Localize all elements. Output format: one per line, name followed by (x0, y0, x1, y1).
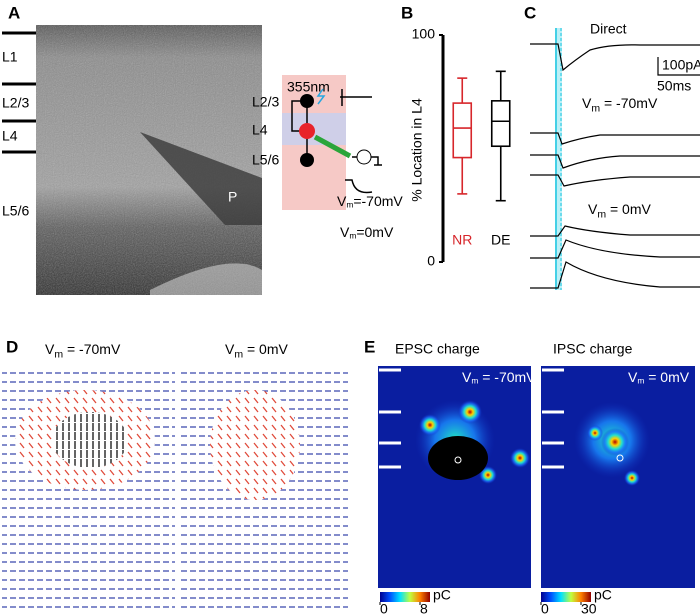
layer-borders (2, 31, 36, 154)
soma (616, 454, 624, 462)
traces (530, 43, 700, 289)
vm-label: Vm = -70mV (582, 95, 658, 115)
panel-e: EPSC charge IPSC charge (378, 341, 695, 588)
vm-label: Vm=-70mV (337, 193, 403, 210)
vm-rest: = -70mV (478, 369, 536, 385)
neuron (299, 123, 315, 139)
scale-time: 50ms (657, 78, 691, 94)
layer-ticks (379, 368, 564, 469)
hotspot (601, 428, 629, 456)
vm-symbol: V (225, 341, 235, 357)
neuron (300, 153, 314, 167)
panel-a: L1 L2/3 L4 L5/6 P L2/3 L4 L5/6 355nm (2, 25, 382, 295)
vm-label: Vm = 0mV (225, 341, 288, 361)
micrograph-texture (36, 25, 262, 295)
x-tick-label: NR (452, 232, 472, 248)
vm-label: Vm = -70mV (462, 369, 536, 386)
red-vectors (210, 390, 300, 500)
vm-rest: = -70mV (63, 341, 121, 357)
direct-mask (428, 436, 488, 480)
vm-subscript: m (637, 376, 644, 386)
uv-flash (316, 88, 326, 105)
panel-letter: A (8, 3, 20, 22)
vm-symbol: V (582, 95, 592, 111)
vm-rest: = 0mV (606, 201, 651, 217)
circuit (291, 89, 382, 194)
vm-symbol: V (628, 369, 638, 385)
y-axis-label: % Location in L4 (409, 98, 425, 202)
panel-letter: B (401, 3, 413, 22)
vm-symbol: V (462, 369, 472, 385)
colorbar-tick-label: 8 (420, 601, 428, 616)
colorbar-tick-label: 0 (541, 601, 549, 616)
black-vectors (52, 412, 128, 468)
layer-label: L1 (2, 49, 18, 65)
vm-symbol: V (45, 341, 55, 357)
slice-edge (150, 263, 262, 295)
layer-label: L4 (2, 128, 18, 144)
layer-label: L5/6 (2, 203, 29, 219)
y-tick-label: 100 (412, 26, 436, 42)
vm-subscript: m (234, 348, 243, 360)
vm-subscript: m (349, 231, 356, 241)
vm-subscript: m (591, 102, 600, 114)
schematic-layer: L2/3 (252, 94, 279, 110)
vm-label: Vm = -70mV (45, 341, 121, 361)
vm-subscript: m (597, 208, 606, 220)
wavelength: 355nm (287, 79, 330, 95)
hotspot (624, 470, 640, 486)
colorbar (380, 592, 430, 602)
colorbar-tick-label: 0 (380, 601, 388, 616)
hotspot (458, 400, 482, 424)
vm-symbol: V (588, 201, 598, 217)
box (452, 102, 473, 159)
vm-rest: =0mV (356, 224, 394, 240)
panel-letter: E (364, 337, 375, 356)
colorbar-unit: pC (433, 587, 451, 603)
vm-subscript: m (346, 200, 353, 210)
y-tick-label: 0 (427, 253, 435, 269)
neuron (300, 94, 314, 108)
vm-label: Vm=0mV (340, 224, 394, 241)
vm-rest: = -70mV (600, 95, 658, 111)
vm-rest: =-70mV (353, 193, 403, 209)
vm-label: Vm = 0mV (628, 369, 690, 386)
recording-pipette (313, 134, 352, 159)
map-title: EPSC charge (395, 341, 480, 357)
vm-subscript: m (471, 376, 478, 386)
panel-c: Direct 100pA 50ms (530, 21, 700, 290)
vm-subscript: m (54, 348, 63, 360)
schematic-layer: L4 (252, 122, 268, 138)
colorbar-tick-label: 30 (581, 601, 597, 616)
amplifier (356, 149, 372, 165)
panel-letter: D (6, 337, 18, 356)
colorbar-unit: pC (594, 587, 612, 603)
vm-rest: = 0mV (243, 341, 288, 357)
pipette (140, 132, 262, 225)
panel-letter: C (524, 3, 536, 22)
hotspot (479, 466, 497, 484)
map-title: IPSC charge (553, 341, 633, 357)
stim-window (555, 28, 562, 290)
box (490, 100, 511, 148)
vm-rest: = 0mV (644, 369, 689, 385)
vm-label: Vm = 0mV (588, 201, 651, 221)
panel-d (2, 368, 348, 612)
vm-symbol: V (337, 193, 347, 209)
layer-label: L2/3 (2, 95, 29, 111)
x-tick-label: DE (491, 232, 510, 248)
colorbar (541, 592, 591, 602)
trace-label: Direct (590, 21, 627, 37)
hotspot (510, 448, 530, 468)
schematic-layer: L5/6 (252, 152, 279, 168)
scale-current: 100pA (662, 57, 700, 73)
hotspot (587, 425, 603, 441)
pipette-label: P (228, 189, 237, 205)
vm-symbol: V (340, 224, 350, 240)
soma (454, 456, 462, 464)
hotspot (419, 414, 441, 436)
